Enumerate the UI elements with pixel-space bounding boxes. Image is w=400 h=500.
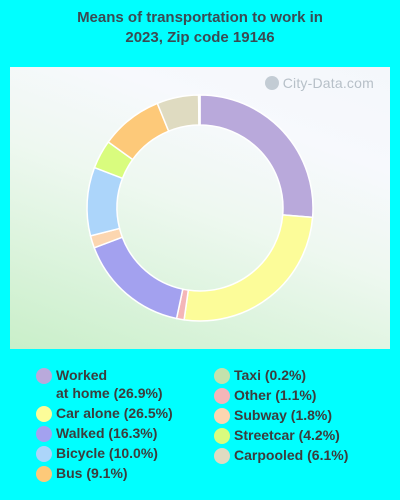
watermark: City-Data.com [264,75,374,91]
legend-label: Walked (16.3%) [56,425,158,441]
donut-slice-worked-at-home [199,94,314,219]
legend-swatch [214,448,230,464]
donut-chart [86,94,314,322]
chart-title-line-1: Means of transportation to work in [77,9,323,26]
legend-swatch [214,368,230,384]
chart-title-line-2: 2023, Zip code 19146 [125,29,275,46]
legend-label-line-2: at home (26.9%) [56,385,163,401]
search-icon [264,76,279,90]
legend-label: Carpooled (6.1%) [234,447,349,463]
legend-label: Bus (9.1%) [56,465,128,481]
legend-swatch [36,368,52,384]
chart-legend: Worked at home (26.9%) Car alone (26.5%) Wa… [30,366,390,490]
legend-label: Car alone (26.5%) [56,405,173,421]
legend-swatch [214,428,230,444]
donut-slice-taxi [197,94,201,126]
legend-swatch [36,466,52,482]
donut-slice-car-alone [183,214,314,322]
donut-slice-walked [93,236,184,320]
donut-slice-bicycle [86,166,124,237]
legend-swatch [214,388,230,404]
legend-label: Streetcar (4.2%) [234,427,340,443]
chart-title: Means of transportation to work in 2023,… [0,8,400,48]
legend-swatch [214,408,230,424]
legend-label: Worked [56,367,108,383]
legend-label: Other (1.1%) [234,387,317,403]
watermark-text: City-Data.com [282,75,374,91]
legend-swatch [36,446,52,462]
legend-label: Taxi (0.2%) [234,367,307,383]
legend-label: Subway (1.8%) [234,407,333,423]
legend-swatch [36,406,52,422]
legend-swatch [36,426,52,442]
legend-label: Bicycle (10.0%) [56,445,158,461]
chart-plot-area: City-Data.com [10,67,390,349]
